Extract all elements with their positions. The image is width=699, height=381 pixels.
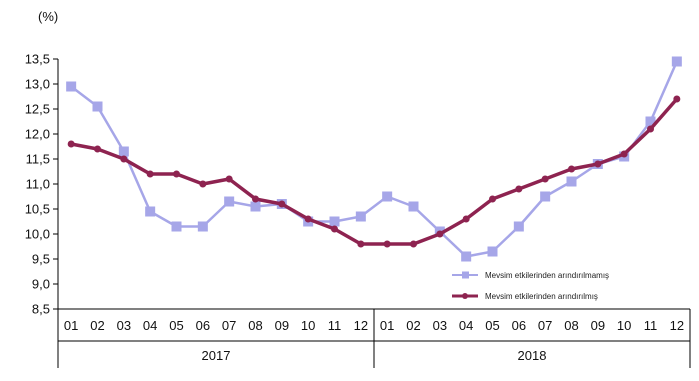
data-point bbox=[224, 196, 235, 207]
x-tick-label: 04 bbox=[459, 318, 473, 333]
data-point bbox=[436, 230, 444, 238]
x-tick-label: 03 bbox=[117, 318, 131, 333]
data-point bbox=[66, 81, 77, 92]
data-point bbox=[513, 221, 524, 232]
x-tick-label: 10 bbox=[301, 318, 315, 333]
group-label: 2018 bbox=[518, 348, 547, 363]
data-point bbox=[489, 195, 496, 203]
series-layer bbox=[66, 56, 682, 262]
x-tick-label: 05 bbox=[169, 318, 183, 333]
x-tick-label: 11 bbox=[644, 318, 658, 333]
series-line bbox=[70, 97, 679, 246]
data-point bbox=[594, 160, 602, 168]
data-point bbox=[566, 176, 577, 187]
y-tick-label: 13,0 bbox=[25, 77, 50, 92]
y-unit-label: (%) bbox=[38, 9, 58, 24]
x-tick-label: 08 bbox=[564, 318, 578, 333]
data-point bbox=[408, 201, 419, 212]
data-point bbox=[304, 215, 312, 223]
data-point bbox=[329, 216, 340, 227]
data-point bbox=[67, 140, 75, 148]
data-point bbox=[171, 221, 182, 232]
data-point bbox=[225, 175, 233, 183]
y-tick-label: 8,5 bbox=[32, 302, 50, 317]
y-tick-label: 11,0 bbox=[26, 177, 50, 192]
x-tick-label: 06 bbox=[196, 318, 210, 333]
data-point bbox=[647, 125, 654, 133]
y-tick-label: 12,0 bbox=[25, 127, 50, 142]
data-point bbox=[118, 146, 129, 157]
legend-marker bbox=[462, 293, 468, 299]
x-tick-label: 06 bbox=[512, 318, 526, 333]
y-tick-label: 10,0 bbox=[25, 227, 50, 242]
y-tick-label: 12,5 bbox=[25, 102, 50, 117]
data-point bbox=[199, 180, 207, 188]
data-point bbox=[645, 116, 656, 127]
x-tick-label: 10 bbox=[617, 318, 631, 333]
data-point bbox=[252, 195, 259, 203]
series-1 bbox=[66, 56, 682, 262]
data-point bbox=[673, 95, 681, 103]
data-point bbox=[487, 246, 498, 257]
data-point bbox=[120, 155, 128, 163]
y-tick-label: 9,0 bbox=[32, 277, 50, 292]
legend-item: Mevsim etkilerinden arındırılmış bbox=[452, 292, 598, 301]
data-point bbox=[355, 211, 366, 222]
data-point bbox=[541, 175, 549, 183]
y-axis: 8,5 9,0 9,5 10,0 10,5 11,0 11,5 12,0 12,5 13,0 13,… bbox=[25, 52, 59, 317]
data-point bbox=[461, 251, 472, 262]
data-point bbox=[540, 191, 551, 202]
x-tick-label: 09 bbox=[591, 318, 605, 333]
data-point bbox=[331, 225, 338, 233]
x-tick-label: 09 bbox=[275, 318, 289, 333]
x-tick-label: 12 bbox=[354, 318, 368, 333]
x-tick-label: 08 bbox=[248, 318, 262, 333]
group-label: 2017 bbox=[202, 348, 231, 363]
data-point bbox=[568, 165, 575, 173]
x-tick-label: 11 bbox=[328, 318, 342, 333]
data-point bbox=[382, 191, 393, 202]
legend-item: Mevsim etkilerinden arındırılmamış bbox=[452, 271, 609, 280]
legend-label: Mevsim etkilerinden arındırılmış bbox=[485, 292, 598, 301]
data-point bbox=[383, 240, 391, 248]
x-tick-label: 12 bbox=[670, 318, 684, 333]
x-axis: 01 02 03 04 05 06 07 08 09 10 11 12 01 02 03 04 05 06 07 08… bbox=[57, 308, 691, 368]
data-point bbox=[173, 170, 180, 178]
data-point bbox=[620, 150, 628, 158]
x-tick-label: 07 bbox=[222, 318, 236, 333]
data-point bbox=[278, 200, 286, 208]
x-tick-label: 02 bbox=[406, 318, 420, 333]
series-2 bbox=[67, 95, 681, 248]
data-point bbox=[357, 240, 365, 248]
legend: Mevsim etkilerinden arındırılmamış Mevsim… bbox=[452, 271, 609, 301]
data-point bbox=[410, 240, 417, 248]
data-point bbox=[145, 206, 156, 217]
series-line bbox=[70, 60, 678, 258]
x-tick-label: 01 bbox=[380, 318, 394, 333]
y-tick-label: 13,5 bbox=[25, 52, 50, 67]
x-tick-label: 07 bbox=[538, 318, 552, 333]
x-tick-label: 04 bbox=[143, 318, 157, 333]
data-point bbox=[462, 215, 470, 223]
x-tick-label: 05 bbox=[485, 318, 499, 333]
data-point bbox=[515, 185, 523, 193]
data-point bbox=[146, 170, 154, 178]
data-point bbox=[197, 221, 208, 232]
y-tick-label: 10,5 bbox=[25, 202, 50, 217]
y-tick-label: 9,5 bbox=[32, 252, 50, 267]
data-point bbox=[92, 101, 103, 112]
y-tick-label: 11,5 bbox=[26, 152, 50, 167]
data-point bbox=[94, 145, 101, 153]
legend-label: Mevsim etkilerinden arındırılmamış bbox=[485, 271, 609, 280]
x-tick-label: 02 bbox=[90, 318, 104, 333]
legend-marker bbox=[462, 271, 469, 279]
x-tick-label: 01 bbox=[64, 318, 78, 333]
x-tick-label: 03 bbox=[433, 318, 447, 333]
data-point bbox=[671, 56, 682, 67]
data-point bbox=[250, 201, 261, 212]
